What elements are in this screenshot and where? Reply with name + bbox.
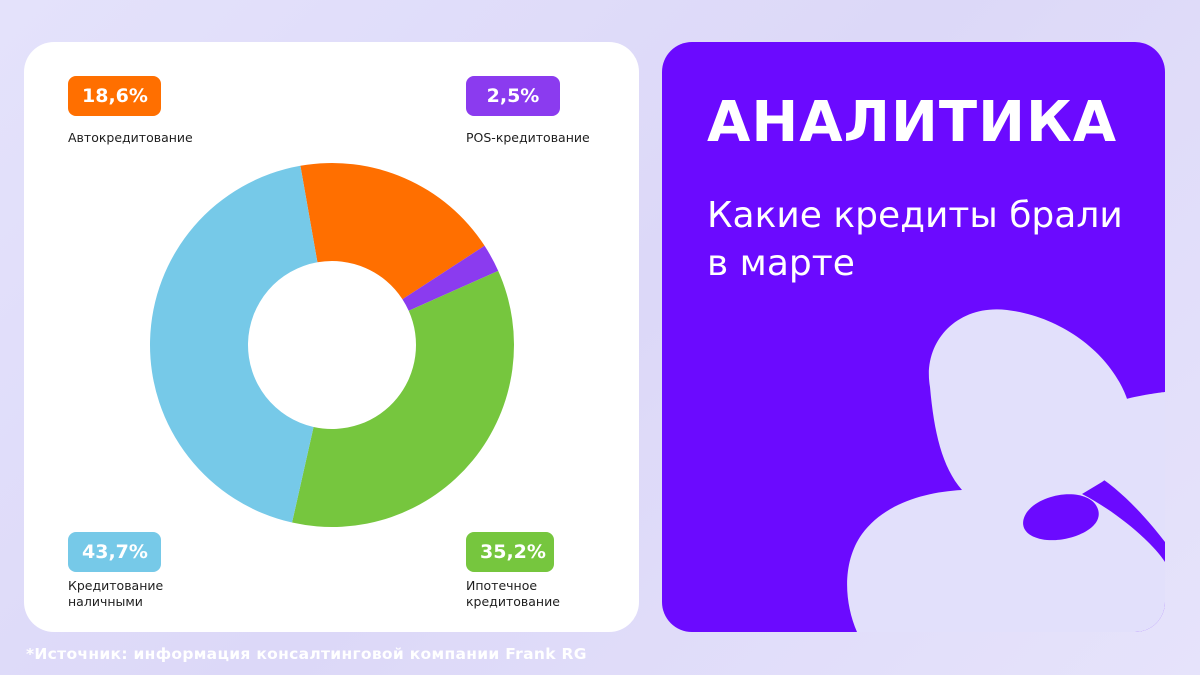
slice-mortgage (292, 270, 514, 527)
label-cash-loans: Кредитование наличными (68, 578, 164, 609)
badge-cash-loans: 43,7% (68, 532, 161, 572)
slice-cash-loans (150, 165, 318, 523)
brand-ampersand-icon (847, 309, 1165, 632)
label-pos-loans: POS-кредитование (466, 130, 590, 145)
label-auto-loans: Автокредитование (68, 130, 193, 145)
slice-pos-loans (402, 245, 499, 311)
chart-card: 18,6% Автокредитование 2,5% POS-кредитов… (24, 42, 639, 632)
badge-mortgage: 35,2% (466, 532, 554, 572)
slice-auto-loans (300, 163, 485, 300)
source-note: *Источник: информация консалтинговой ком… (26, 645, 587, 663)
badge-pos-loans: 2,5% (466, 76, 560, 116)
label-mortgage: Ипотечное кредитование (466, 578, 560, 609)
title-panel: АНАЛИТИКА Какие кредиты брали в марте (662, 42, 1165, 632)
panel-subtitle: Какие кредиты брали в марте (707, 195, 1123, 284)
panel-title: АНАЛИТИКА (707, 90, 1118, 155)
donut-chart (150, 163, 514, 527)
badge-auto-loans: 18,6% (68, 76, 161, 116)
